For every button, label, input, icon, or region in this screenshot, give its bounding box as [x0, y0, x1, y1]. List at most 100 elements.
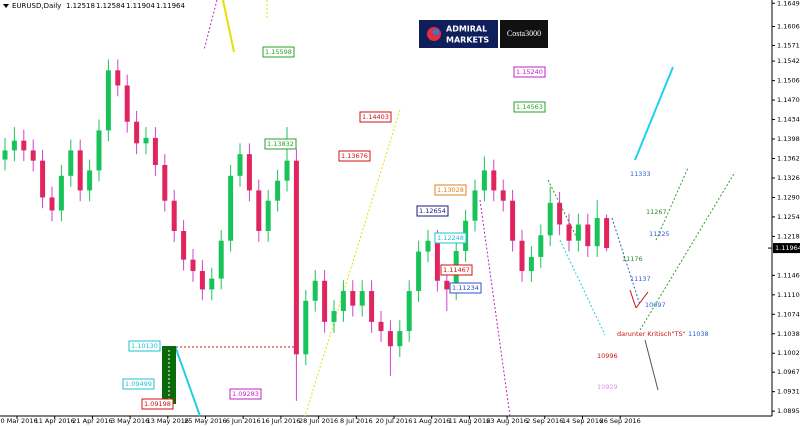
y-tick-label: 1.16490 — [777, 0, 800, 7]
candle-body — [2, 150, 8, 160]
chart-title: EURUSD,Daily — [12, 2, 61, 10]
x-tick-label: 21 Apr 2016 — [72, 417, 112, 425]
last-price-label: 1.11964 — [775, 244, 800, 252]
annotation: 10996 — [597, 352, 618, 360]
x-tick-label: 25 May 2016 — [184, 417, 226, 425]
y-tick-label: 1.10740 — [777, 310, 800, 318]
candle-body — [265, 200, 271, 231]
candle-body — [425, 240, 431, 252]
y-tick-label: 1.09670 — [777, 368, 800, 376]
candle-body — [566, 224, 572, 241]
header-low: 1.11904 — [126, 2, 155, 10]
candle-body — [331, 311, 337, 322]
annotation: 1.09499 — [125, 380, 152, 388]
annotation-box — [359, 111, 392, 123]
annotation-box — [122, 378, 155, 390]
y-tick-label: 1.16060 — [777, 23, 800, 31]
candle-body — [519, 240, 525, 272]
y-tick-label: 1.12540 — [777, 213, 800, 221]
y-tick-label: 1.15710 — [777, 41, 800, 49]
candle-body — [30, 150, 36, 161]
y-tick-label: 1.13260 — [777, 174, 800, 182]
candle-body — [105, 70, 111, 131]
candle-body — [21, 140, 27, 151]
header-open: 1.12518 — [66, 2, 95, 10]
annotation: 1.12654 — [419, 207, 446, 215]
annotation: 10097 — [645, 301, 666, 309]
annotation: darunter Kritisch"TS" — [617, 330, 686, 338]
candle-body — [491, 170, 497, 191]
annotation-box — [141, 398, 174, 410]
x-tick-label: 8 Jul 2016 — [340, 417, 373, 425]
candle-body — [152, 137, 158, 165]
trend-line — [203, 0, 218, 51]
x-tick-label: 3 May 2016 — [111, 417, 149, 425]
candle-body — [350, 291, 356, 306]
annotation-box — [440, 264, 473, 276]
candle-body — [115, 70, 121, 86]
trend-line — [174, 345, 201, 417]
annotation: 1.09283 — [232, 390, 259, 398]
annotation-box — [449, 282, 482, 294]
candle-body — [246, 154, 252, 191]
candle-body — [134, 121, 140, 144]
candle-body — [218, 240, 224, 279]
x-tick-label: 14 Sep 2016 — [562, 417, 603, 425]
annotation: 1.15598 — [265, 48, 292, 56]
candle-body — [472, 190, 478, 221]
trend-line — [479, 199, 511, 417]
x-tick-label: 30 Mar 2016 — [0, 417, 38, 425]
candle-body — [369, 291, 375, 322]
drawings — [174, 0, 736, 417]
candle-body — [68, 150, 74, 176]
candle-body — [77, 150, 83, 191]
candle-body — [96, 130, 102, 171]
candle-body — [275, 180, 281, 201]
annotation: 1.15240 — [516, 68, 543, 76]
candle-body — [293, 160, 299, 355]
last-price-box — [773, 243, 800, 254]
candle-body — [256, 190, 262, 231]
projection-line — [611, 217, 641, 306]
trend-line — [222, 0, 235, 53]
x-tick-label: 20 Jul 2016 — [376, 417, 413, 425]
projection-line — [547, 179, 579, 241]
y-tick-label: 1.13620 — [777, 155, 800, 163]
candle-body — [547, 202, 553, 236]
candle-body — [406, 291, 412, 332]
y-tick-label: 1.10020 — [777, 349, 800, 357]
projection-line — [635, 291, 649, 309]
annotation: 1.13028 — [437, 186, 464, 194]
annotation: 11333 — [630, 170, 651, 178]
candle-body — [181, 230, 187, 260]
candle-body — [594, 218, 600, 247]
header-close: 1.11964 — [156, 2, 185, 10]
y-tick-label: 1.13980 — [777, 135, 800, 143]
candle-body — [228, 175, 234, 241]
candle-body — [387, 331, 393, 347]
x-tick-label: 11 Aug 2016 — [449, 417, 491, 425]
projection-line — [655, 167, 689, 241]
annotation-box — [264, 138, 297, 150]
candle-body — [49, 197, 55, 211]
candle-body — [416, 251, 422, 292]
annotation: 1.13832 — [267, 140, 294, 148]
account-box — [500, 20, 548, 48]
projection-line — [644, 339, 659, 391]
annotation: 1.13676 — [341, 152, 368, 160]
candle-body — [312, 280, 318, 301]
x-tick-label: 6 Jun 2016 — [226, 417, 261, 425]
y-tick-label: 1.15060 — [777, 77, 800, 85]
annotation-box — [229, 388, 262, 400]
y-tick-label: 1.12180 — [777, 232, 800, 240]
y-tick-label: 1.14700 — [777, 96, 800, 104]
header-high: 1.12584 — [96, 2, 125, 10]
x-tick-label: 13 May 2016 — [147, 417, 189, 425]
annotation-box — [338, 150, 371, 162]
logo-text: ADMIRAL — [446, 25, 487, 34]
candle-body — [40, 160, 46, 198]
candle-body — [359, 291, 365, 306]
y-tick-label: 1.09310 — [777, 388, 800, 396]
annotation: 1.14563 — [516, 103, 543, 111]
